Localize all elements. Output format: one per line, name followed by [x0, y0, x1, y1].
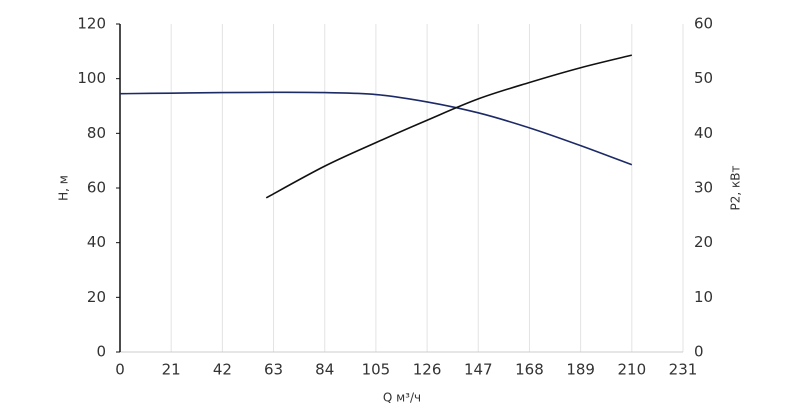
y-tick-label: 80 [87, 124, 106, 142]
y-tick-label: 100 [77, 69, 106, 87]
y2-tick-label: 30 [694, 179, 713, 197]
series-line [119, 91, 633, 166]
y-tick-label: 60 [87, 179, 106, 197]
x-tick-label: 0 [115, 361, 125, 379]
x-tick-label: 63 [264, 361, 283, 379]
x-tick-label: 105 [362, 361, 391, 379]
y-axis-title: H, м [57, 175, 71, 201]
x-axis-title: Q м³/ч [383, 391, 421, 405]
y2-axis-title: P2, кВт [729, 166, 743, 211]
y2-tick-label: 20 [694, 233, 713, 251]
x-tick-label: 168 [515, 361, 544, 379]
y2-tick-label: 0 [694, 343, 704, 361]
y-tick-label: 0 [96, 343, 106, 361]
series-line [265, 54, 633, 199]
y2-tick-label: 10 [694, 288, 713, 306]
y-tick-label: 20 [87, 288, 106, 306]
x-tick-label: 126 [413, 361, 442, 379]
y2-tick-label: 40 [694, 124, 713, 142]
y-tick-label: 40 [87, 233, 106, 251]
x-tick-label: 231 [669, 361, 698, 379]
x-tick-label: 84 [315, 361, 334, 379]
y2-tick-label: 50 [694, 69, 713, 87]
x-tick-label: 147 [464, 361, 493, 379]
x-tick-label: 189 [566, 361, 595, 379]
y-tick-label: 120 [77, 15, 106, 33]
x-tick-label: 21 [162, 361, 181, 379]
x-tick-label: 210 [617, 361, 646, 379]
x-tick-label: 42 [213, 361, 232, 379]
y2-tick-label: 60 [694, 15, 713, 33]
